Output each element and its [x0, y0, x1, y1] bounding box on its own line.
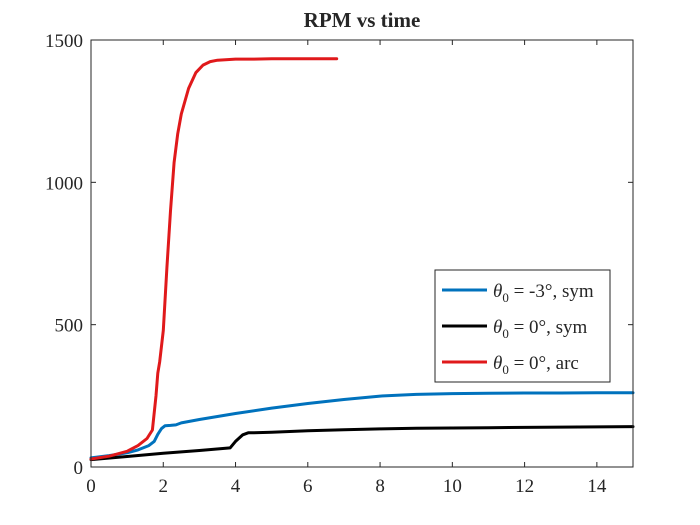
plot-area: [91, 40, 633, 467]
y-tick-label: 1000: [45, 173, 83, 194]
axis-ticks: 0 2 4 6 8 10 12 14 0 500 1000 1500: [45, 31, 633, 497]
series-line-2: [89, 425, 635, 462]
x-tick-label: 14: [587, 476, 607, 497]
legend-label: θ0 = -3°, sym: [493, 281, 594, 305]
x-tick-label: 4: [231, 476, 241, 497]
legend-subscript: 0: [502, 362, 509, 377]
legend-text: = -3°, sym: [509, 281, 594, 302]
legend-label: θ0 = 0°, arc: [493, 353, 579, 377]
legend-theta-symbol: θ: [493, 281, 502, 302]
legend-subscript: 0: [502, 326, 509, 341]
legend-label: θ0 = 0°, sym: [493, 317, 588, 341]
plot-frame: [90, 39, 634, 468]
legend-theta-symbol: θ: [493, 353, 502, 374]
y-tick-label: 500: [55, 316, 84, 337]
x-tick-label: 10: [443, 476, 462, 497]
x-tick-label: 6: [303, 476, 313, 497]
series-line-1: [89, 391, 635, 460]
x-tick-label: 0: [86, 476, 96, 497]
y-tick-label: 0: [74, 458, 84, 479]
y-tick-label: 1500: [45, 31, 83, 52]
legend-text: = 0°, sym: [509, 317, 588, 338]
x-tick-label: 12: [515, 476, 534, 497]
chart-title: RPM vs time: [304, 8, 421, 32]
legend-subscript: 0: [502, 290, 509, 305]
x-tick-label: 8: [375, 476, 385, 497]
x-tick-label: 2: [159, 476, 169, 497]
series-line-3: [89, 57, 339, 461]
legend-theta-symbol: θ: [493, 317, 502, 338]
series-layer: [89, 57, 635, 462]
legend-text: = 0°, arc: [509, 353, 579, 374]
